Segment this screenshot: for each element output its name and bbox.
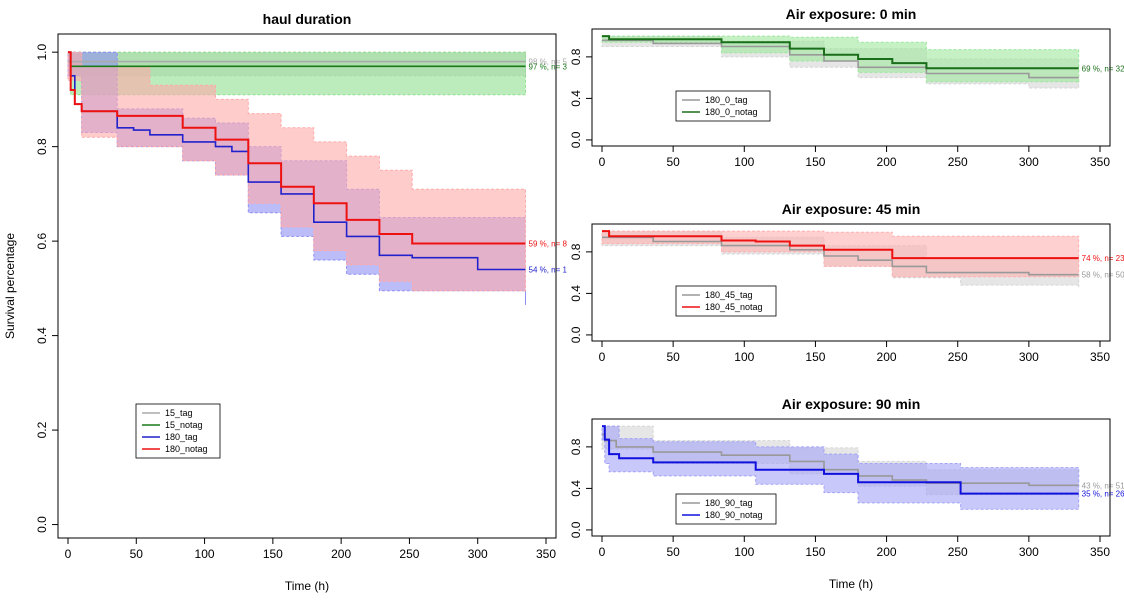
x-tick-label: 50: [666, 545, 680, 559]
y-tick-label: 0.8: [569, 243, 583, 260]
legend-label: 180_notag: [165, 444, 208, 454]
legend: 180_90_tag 180_90_notag: [675, 493, 777, 525]
x-axis-label: Time (h): [285, 579, 329, 593]
end-label-180_0_notag: 69 %, n= 32: [1082, 64, 1124, 73]
end-label-180_45_tag: 58 %, n= 50: [1082, 271, 1124, 280]
x-tick-label: 0: [599, 545, 606, 559]
x-tick-label: 100: [734, 350, 754, 364]
plot-frame: [591, 418, 1111, 537]
legend-label: 180_45_notag: [705, 302, 763, 312]
y-tick-label: 0.8: [569, 438, 583, 455]
x-tick-label: 300: [468, 547, 488, 561]
x-tick-label: 150: [805, 545, 825, 559]
legend: 15_tag 15_notag 180_tag 180_notag: [135, 403, 221, 459]
x-tick-label: 100: [734, 545, 754, 559]
plot-frame: [57, 33, 557, 539]
y-tick-label: 0.4: [35, 327, 49, 344]
y-tick-label: 0.8: [35, 138, 49, 155]
end-label-180_90_tag: 43 %, n= 51: [1082, 481, 1124, 490]
x-tick-label: 200: [877, 545, 897, 559]
ci-band-180_0_notag: [601, 35, 1080, 83]
legend: 180_0_tag 180_0_notag: [675, 90, 771, 122]
y-axis-label: Survival percentage: [3, 233, 17, 339]
y-tick-label: 0.4: [569, 480, 583, 497]
end-label-180_90_notag: 35 %, n= 26: [1082, 490, 1124, 499]
x-tick-label: 150: [805, 350, 825, 364]
x-tick-label: 0: [599, 350, 606, 364]
legend-label: 15_notag: [165, 420, 203, 430]
y-tick-label: 0.6: [35, 232, 49, 249]
x-tick-label: 100: [195, 547, 215, 561]
ci-band-180_notag: [67, 51, 526, 292]
chart-panel-1: 69 %, n= 32 Air exposure: 0 min 0 50 100 150 2…: [569, 6, 1124, 169]
x-tick-label: 0: [599, 155, 606, 169]
survival-line-180_notag: [68, 51, 526, 245]
end-label-180_notag: 59 %, n= 8: [529, 239, 568, 248]
chart-title: Air exposure: 90 min: [782, 396, 921, 412]
legend-label: 180_45_tag: [705, 290, 753, 300]
survival-line-180_0_tag: [602, 39, 1079, 79]
x-tick-label: 300: [1019, 155, 1039, 169]
survival-line-180_0_notag: [602, 35, 1079, 70]
survival-line-180_45_notag: [602, 230, 1079, 260]
y-tick-label: 0.0: [35, 516, 49, 533]
y-tick-label: 0.0: [569, 326, 583, 343]
x-tick-label: 200: [331, 547, 351, 561]
x-tick-label: 50: [130, 547, 144, 561]
ci-band-180_45_notag: [601, 230, 1080, 278]
end-label-180_45_notag: 74 %, n= 23: [1082, 254, 1124, 263]
ci-band-180_90_notag: [601, 425, 1080, 510]
x-tick-label: 250: [948, 545, 968, 559]
x-tick-label: 300: [1019, 350, 1039, 364]
legend-box: [675, 285, 777, 317]
legend-box: [675, 493, 777, 525]
x-tick-label: 100: [734, 155, 754, 169]
x-tick-label: 350: [536, 547, 556, 561]
x-tick-label: 150: [805, 155, 825, 169]
x-tick-label: 0: [65, 547, 72, 561]
x-tick-label: 350: [1090, 350, 1110, 364]
x-tick-label: 50: [666, 155, 680, 169]
chart-title: haul duration: [263, 11, 352, 27]
x-tick-label: 300: [1019, 545, 1039, 559]
plot-frame: [591, 28, 1111, 147]
y-tick-label: 0.0: [569, 521, 583, 538]
legend-label: 180_90_notag: [705, 510, 763, 520]
y-tick-label: 0.4: [569, 90, 583, 107]
end-label-15_tag: 98 %, n= 5: [529, 58, 568, 67]
legend-label: 180_90_tag: [705, 498, 753, 508]
survival-line-180_90_notag: [602, 425, 1079, 495]
chart-panel-0: 98 %, n= 597 %, n= 3 54 %, n= 1 59 %, n= 8…: [3, 11, 568, 593]
x-tick-label: 150: [263, 547, 283, 561]
legend-label: 180_0_notag: [705, 107, 758, 117]
y-tick-label: 0.0: [569, 131, 583, 148]
x-axis-label: Time (h): [829, 577, 873, 591]
x-tick-label: 350: [1090, 545, 1110, 559]
y-tick-label: 0.4: [569, 285, 583, 302]
legend: 180_45_tag 180_45_notag: [675, 285, 777, 317]
y-tick-label: 0.2: [35, 421, 49, 438]
end-label-15_notag: 97 %, n= 3: [529, 62, 568, 71]
x-tick-label: 50: [666, 350, 680, 364]
y-tick-label: 1.0: [35, 44, 49, 61]
chart-title: Air exposure: 0 min: [786, 6, 917, 22]
chart-title: Air exposure: 45 min: [782, 201, 921, 217]
x-tick-label: 250: [399, 547, 419, 561]
legend-label: 180_tag: [165, 432, 198, 442]
x-tick-label: 350: [1090, 155, 1110, 169]
legend-label: 15_tag: [165, 408, 193, 418]
legend-box: [675, 90, 771, 122]
legend-label: 180_0_tag: [705, 95, 748, 105]
survival-line-180_45_tag: [602, 236, 1079, 276]
y-tick-label: 0.8: [569, 48, 583, 65]
plot-frame: [591, 223, 1111, 342]
x-tick-label: 200: [877, 155, 897, 169]
x-tick-label: 200: [877, 350, 897, 364]
x-tick-label: 250: [948, 155, 968, 169]
x-tick-label: 250: [948, 350, 968, 364]
chart-panel-2: 58 %, n= 50 74 %, n= 23 Air exposure: 45 m…: [569, 201, 1124, 364]
end-label-180_tag: 54 %, n= 1: [529, 265, 568, 274]
